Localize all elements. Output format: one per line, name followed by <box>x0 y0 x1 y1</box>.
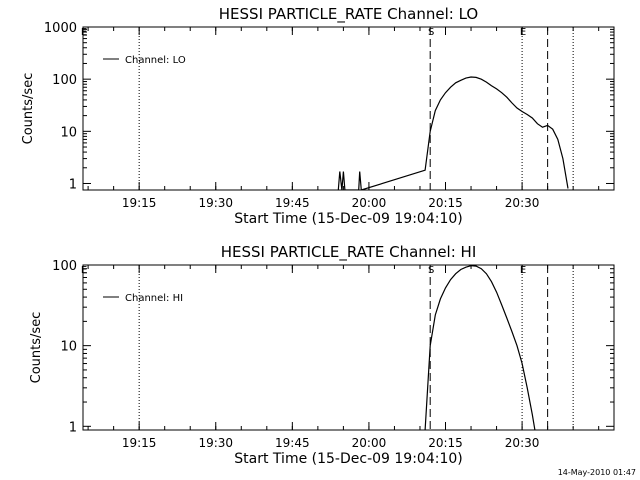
x-tick-label: 20:30 <box>505 436 540 450</box>
x-tick-label: 19:15 <box>122 196 157 210</box>
x-tick-label: 20:15 <box>428 196 463 210</box>
x-tick-label: 19:45 <box>275 436 310 450</box>
legend-label: Channel: HI <box>125 293 183 304</box>
x-axis-label: Start Time (15-Dec-09 19:04:10) <box>234 451 462 467</box>
x-tick-label: 19:30 <box>198 436 233 450</box>
legend-label: Channel: LO <box>125 55 186 66</box>
marker-label: E <box>81 27 87 38</box>
x-tick-label: 19:30 <box>198 196 233 210</box>
marker-label: E <box>520 265 526 276</box>
y-tick-label: 1000 <box>44 21 77 36</box>
y-axis-label: Counts/sec <box>21 73 36 145</box>
footer-timestamp: 14-May-2010 01:47 <box>558 468 636 477</box>
data-series-line <box>424 265 536 430</box>
plot-frame <box>82 264 615 431</box>
marker-label: S <box>428 27 434 38</box>
y-axis-label: Counts/sec <box>29 312 44 384</box>
chart-title: HESSI PARTICLE_RATE Channel: HI <box>221 243 477 262</box>
chart-title: HESSI PARTICLE_RATE Channel: LO <box>219 5 478 24</box>
y-tick-label: 100 <box>52 259 77 274</box>
x-axis-label: Start Time (15-Dec-09 19:04:10) <box>234 211 462 227</box>
x-tick-label: 19:15 <box>122 436 157 450</box>
y-tick-label: 100 <box>52 73 77 88</box>
chart-panel-1: HESSI PARTICLE_RATE Channel: LO 19:15 19:3… <box>21 5 615 227</box>
chart-panel-2: HESSI PARTICLE_RATE Channel: HI 19:15 19:3… <box>29 243 615 467</box>
y-tick-label: 1 <box>69 177 77 192</box>
y-tick-label: 1 <box>69 420 77 435</box>
y-tick-label: 10 <box>60 125 77 140</box>
x-tick-label: 19:45 <box>275 196 310 210</box>
marker-label: S <box>428 265 434 276</box>
marker-label: E <box>81 265 87 276</box>
x-tick-label: 20:00 <box>352 436 387 450</box>
marker-label: E <box>520 27 526 38</box>
data-series-line <box>337 76 569 190</box>
plot-frame <box>82 26 615 191</box>
y-tick-label: 10 <box>60 340 77 355</box>
x-tick-label: 20:30 <box>505 196 540 210</box>
x-tick-label: 20:15 <box>428 436 463 450</box>
x-tick-label: 20:00 <box>352 196 387 210</box>
